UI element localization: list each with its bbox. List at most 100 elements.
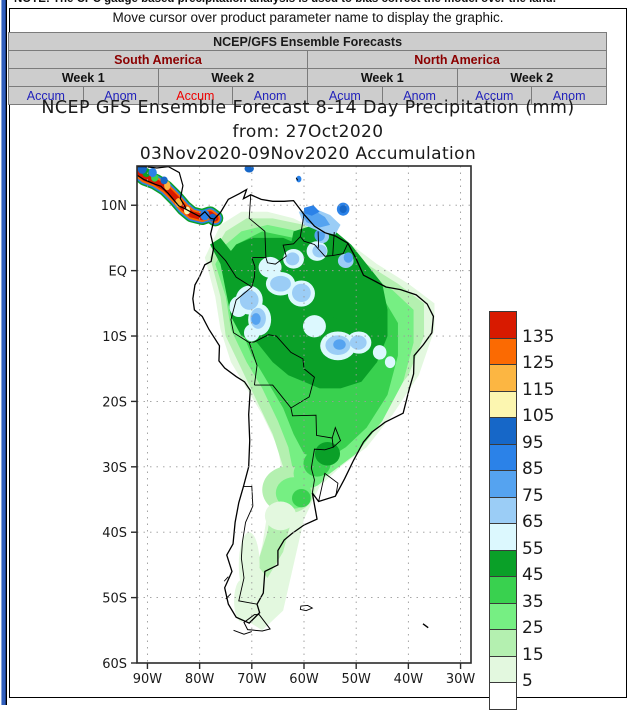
colorbar-swatch — [489, 311, 517, 339]
colorbar-label: 135 — [522, 326, 555, 347]
country-border — [251, 235, 349, 267]
precip-band — [304, 205, 320, 216]
colorbar-label: 105 — [522, 406, 555, 426]
precip-blob — [291, 489, 311, 508]
precip-blob — [302, 315, 326, 338]
country-border — [299, 214, 305, 237]
chart-subtitle-2: 03Nov2020-09Nov2020 Accumulation — [139, 144, 477, 164]
colorbar-label: 45 — [522, 565, 544, 585]
precip-blob — [285, 252, 300, 266]
chart-subtitle: from: 27Oct2020 — [232, 122, 384, 142]
grid — [137, 166, 471, 663]
nav-link-label[interactable]: Accum — [176, 88, 215, 103]
nav-leaf-row: Accum Anom Accum Anom Acum Anom Accum An… — [8, 86, 608, 105]
country-border — [317, 231, 320, 248]
colorbar-label: 85 — [522, 459, 544, 479]
colorbar-label: 5 — [522, 671, 533, 691]
colorbar-label: 75 — [522, 485, 544, 506]
y-tick-label: 30S — [102, 461, 127, 476]
coastline — [295, 177, 299, 181]
coastline — [225, 593, 232, 600]
colorbar-label: 65 — [522, 512, 544, 532]
precip-blob — [314, 229, 325, 242]
colorbar-swatch — [489, 682, 517, 710]
country-border — [213, 247, 253, 288]
nav-region-row: South America North America — [8, 50, 608, 69]
coastline — [223, 576, 229, 582]
nav-link-label[interactable]: Accum — [26, 88, 65, 103]
chart-title: NCEP GFS Ensemble Forecast 8-14 Day Prec… — [41, 98, 575, 118]
colorbar-swatch — [489, 576, 517, 604]
precip-blob — [243, 324, 260, 342]
nav-link-label[interactable]: Anom — [403, 88, 436, 103]
precip-blob — [251, 313, 261, 325]
nav-region-north-america: North America — [306, 50, 608, 69]
nav-title: NCEP/GFS Ensemble Forecasts — [7, 32, 608, 51]
product-nav-table: NCEP/GFS Ensemble Forecasts South Americ… — [7, 32, 608, 105]
country-border — [238, 485, 258, 605]
colorbar-label: 115 — [522, 379, 555, 400]
coastline — [192, 188, 435, 624]
colorbar-swatch — [489, 417, 517, 445]
coastline — [299, 604, 314, 612]
y-tick-label: 20S — [102, 395, 127, 410]
x-tick-label: 40W — [394, 672, 424, 687]
colorbar-swatch — [489, 364, 517, 392]
precip-blob — [244, 166, 254, 173]
x-tick-label: 70W — [237, 672, 267, 687]
colorbar-swatch — [489, 496, 517, 524]
y-tick-label: 10S — [102, 330, 127, 345]
y-tick-label: EQ — [109, 265, 127, 280]
precip-blob — [339, 205, 347, 214]
colorbar-label: 25 — [522, 618, 544, 638]
hint-text: Move cursor over product parameter name … — [112, 10, 504, 25]
nav-link-label[interactable]: Anom — [552, 88, 586, 103]
nav-link-sa-w2-accum[interactable]: Accum — [157, 86, 234, 105]
nav-link-label[interactable]: Anom — [104, 88, 137, 103]
precipitation-chart: NCEP GFS Ensemble Forecast 8-14 Day Prec… — [0, 96, 616, 710]
x-tick-label: 30W — [446, 672, 476, 687]
nav-link-label[interactable]: Acum — [328, 88, 361, 103]
nav-week-sa-2: Week 2 — [157, 68, 308, 87]
nav-link-sa-w1-anom[interactable]: Anom — [82, 86, 159, 105]
y-tick-label: 40S — [102, 526, 127, 541]
colorbar-swatch — [489, 655, 517, 683]
precip-blob — [372, 345, 387, 360]
x-tick-label: 50W — [341, 672, 371, 687]
coastline — [233, 629, 252, 635]
y-tick-label: 50S — [102, 592, 127, 607]
note-text: NOTE: The CPC gauge based precipitation … — [14, 0, 556, 5]
country-border — [331, 426, 342, 448]
colorbar-swatch — [489, 470, 517, 498]
nav-week-na-1: Week 1 — [307, 68, 458, 87]
colorbar-label: 55 — [522, 538, 544, 559]
precip-blob — [384, 356, 396, 369]
nav-link-na-w1-anom[interactable]: Anom — [381, 86, 458, 105]
colorbar-swatch — [489, 629, 517, 657]
country-border — [318, 472, 339, 502]
note-strip: NOTE: The CPC gauge based precipitation … — [8, 0, 635, 8]
colorbar-swatch — [489, 523, 517, 551]
nav-link-na-w2-anom[interactable]: Anom — [531, 86, 608, 105]
colorbar-label: 95 — [522, 432, 544, 453]
precip-blob — [234, 579, 249, 622]
nav-link-label[interactable]: Anom — [253, 88, 287, 103]
precip-blob — [200, 209, 210, 221]
nav-link-na-w1-accum[interactable]: Acum — [307, 86, 383, 105]
precip-blob — [314, 441, 341, 466]
country-border — [332, 232, 335, 256]
precip-blob — [160, 176, 168, 185]
precip-blob — [291, 283, 311, 303]
nav-link-sa-w2-anom[interactable]: Anom — [232, 86, 308, 105]
precip-blob — [258, 256, 282, 278]
x-tick-label: 90W — [133, 672, 163, 687]
coastline — [422, 623, 429, 629]
precip-blob — [264, 501, 297, 531]
colorbar-label: 35 — [522, 591, 544, 612]
colorbar-swatch — [489, 390, 517, 418]
colorbar-swatch — [489, 443, 517, 471]
nav-link-label[interactable]: Accum — [475, 88, 514, 103]
precip-blob — [349, 335, 367, 350]
coastline — [243, 140, 261, 151]
nav-link-sa-w1-accum[interactable]: Accum — [8, 86, 84, 105]
